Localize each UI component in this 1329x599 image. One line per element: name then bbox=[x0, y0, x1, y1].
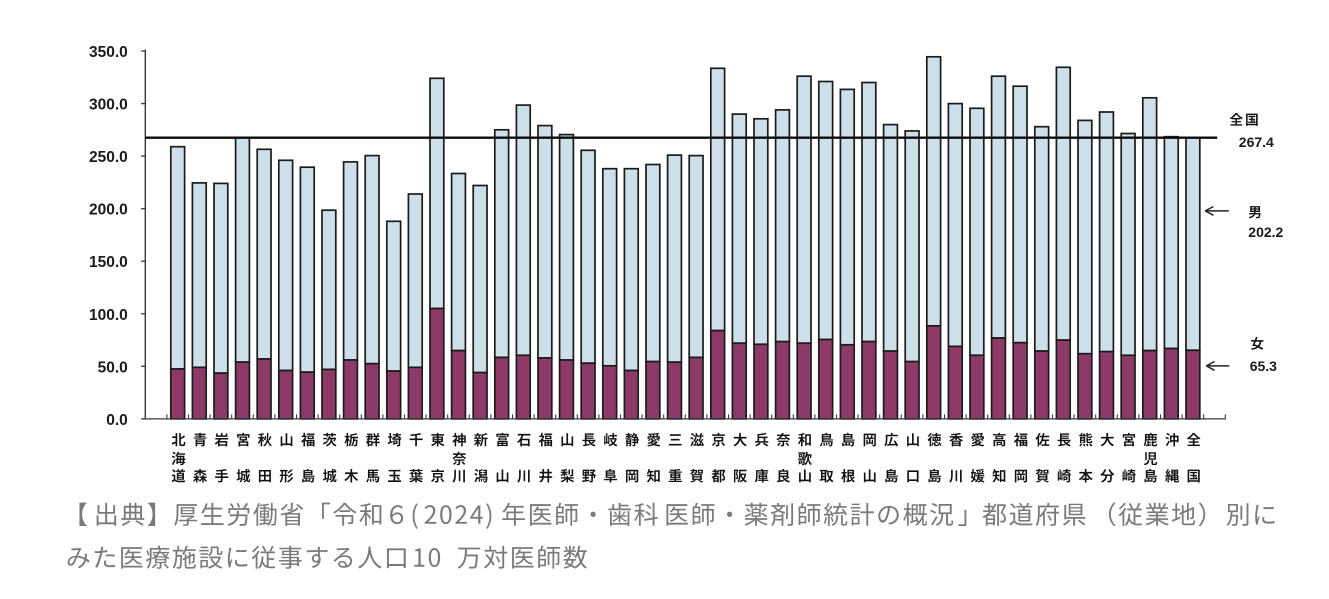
svg-text:350.0: 350.0 bbox=[89, 44, 128, 61]
svg-text:150.0: 150.0 bbox=[89, 254, 128, 271]
svg-text:200.0: 200.0 bbox=[89, 202, 128, 219]
svg-text:100.0: 100.0 bbox=[89, 307, 128, 324]
svg-text:0.0: 0.0 bbox=[106, 412, 128, 429]
svg-text:50.0: 50.0 bbox=[98, 359, 128, 376]
svg-text:267.4: 267.4 bbox=[1239, 134, 1274, 150]
svg-text:250.0: 250.0 bbox=[89, 149, 128, 166]
svg-text:300.0: 300.0 bbox=[89, 97, 128, 114]
svg-text:65.3: 65.3 bbox=[1250, 358, 1277, 374]
svg-text:202.2: 202.2 bbox=[1248, 224, 1283, 240]
